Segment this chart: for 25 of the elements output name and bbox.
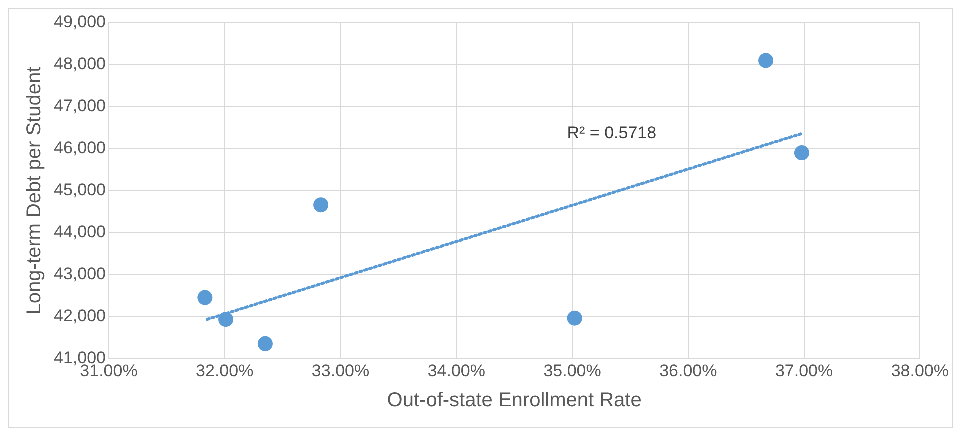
y-tick-label: 49,000 — [54, 12, 106, 32]
x-tick-label: 38.00% — [891, 361, 950, 380]
y-tick-label: 44,000 — [54, 222, 106, 242]
y-axis-title: Long-term Debt per Student — [24, 66, 46, 315]
x-tick-label: 37.00% — [775, 361, 834, 380]
y-tick-label: 47,000 — [54, 96, 106, 116]
y-tick-label: 45,000 — [54, 180, 106, 200]
y-tick-label: 43,000 — [54, 264, 106, 284]
point — [198, 290, 213, 306]
x-tick-label: 35.00% — [544, 361, 602, 380]
x-tick-label: 36.00% — [660, 361, 718, 380]
x-tick-label: 34.00% — [428, 361, 486, 380]
annotation: R² = 0.5718 — [567, 123, 657, 142]
point — [218, 312, 234, 328]
point — [258, 336, 273, 352]
y-tick-label: 42,000 — [54, 306, 106, 326]
y-tick-label: 48,000 — [54, 54, 106, 74]
x-tick-label: 32.00% — [196, 361, 254, 380]
x-tick-label: 33.00% — [312, 361, 370, 380]
point — [314, 198, 329, 213]
point — [758, 53, 774, 68]
y-tick-label: 46,000 — [54, 138, 106, 158]
x-axis-title: Out-of-state Enrollment Rate — [387, 390, 642, 412]
point — [567, 310, 582, 326]
point — [794, 146, 810, 161]
